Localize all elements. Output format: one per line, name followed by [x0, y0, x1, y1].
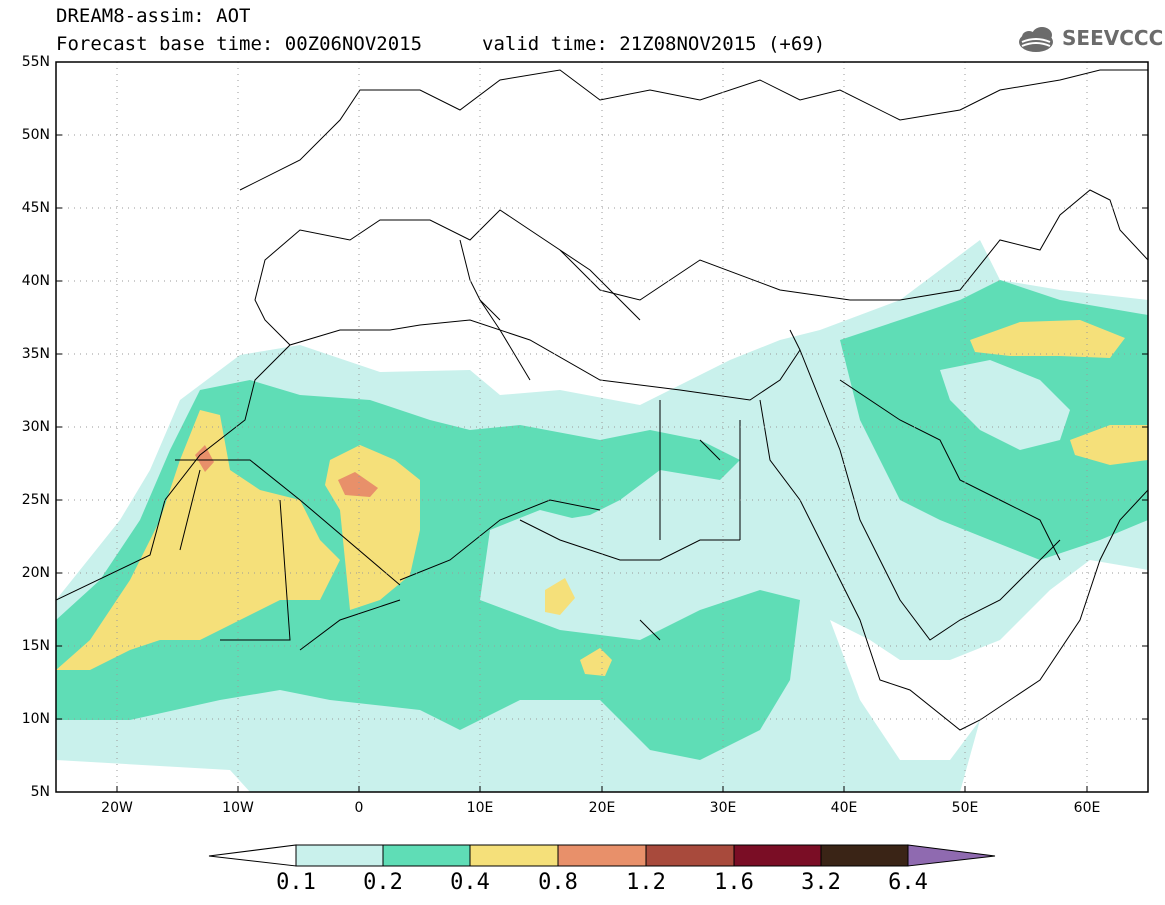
colorbar-label-3.2: 3.2 — [801, 870, 841, 895]
lat-label-50n: 50N — [21, 127, 50, 143]
lat-label-15n: 15N — [21, 638, 50, 654]
lon-label-10w: 10W — [222, 800, 254, 816]
aot-band-0.8 — [338, 472, 378, 497]
colorbar-label-1.2: 1.2 — [626, 870, 666, 895]
aot-band-0.4 — [56, 410, 340, 670]
cloud-logo-icon — [1019, 27, 1053, 52]
valid-time: valid time: 21Z08NOV2015 (+69) — [482, 33, 826, 55]
colorbar-label-0.1: 0.1 — [276, 870, 316, 895]
colorbar-swatch-1 — [295, 844, 384, 867]
colorbar-swatch-6 — [733, 844, 822, 867]
lat-label-55n: 55N — [21, 54, 50, 70]
colorbar-swatch-7 — [820, 844, 909, 867]
lat-label-45n: 45N — [21, 200, 50, 216]
colorbar-swatch-3 — [469, 844, 559, 867]
forecast-base-time: Forecast base time: 00Z06NOV2015 — [56, 33, 423, 55]
lat-label-20n: 20N — [21, 565, 50, 581]
logo-text: SEEVCCC — [1062, 26, 1164, 50]
colorbar-swatch-4 — [557, 844, 647, 867]
lon-label-20e: 20E — [588, 800, 616, 816]
lat-label-10n: 10N — [21, 711, 50, 727]
lon-label-50e: 50E — [951, 800, 979, 816]
lon-label-30e: 30E — [709, 800, 737, 816]
lat-label-40n: 40N — [21, 273, 50, 289]
colorbar-label-0.8: 0.8 — [538, 870, 578, 895]
lon-label-20w: 20W — [101, 800, 133, 816]
colorbar-label-1.6: 1.6 — [714, 870, 754, 895]
colorbar — [208, 844, 996, 867]
colorbar-over-arrow — [907, 844, 996, 867]
lat-label-25n: 25N — [21, 492, 50, 508]
colorbar-label-0.4: 0.4 — [450, 870, 490, 895]
lat-label-35n: 35N — [21, 346, 50, 362]
lon-label-40e: 40E — [830, 800, 858, 816]
graticule — [56, 62, 1148, 792]
lat-label-30n: 30N — [21, 419, 50, 435]
colorbar-under-arrow — [208, 844, 297, 867]
lon-label-0: 0 — [354, 800, 364, 816]
aot-band-0.2 — [56, 380, 800, 760]
lon-label-60e: 60E — [1073, 800, 1101, 816]
colorbar-swatch-5 — [645, 844, 735, 867]
lat-label-5n: 5N — [30, 784, 50, 800]
lon-label-10e: 10E — [466, 800, 494, 816]
aot-field — [56, 240, 1148, 792]
axis-ticks — [56, 61, 1148, 792]
colorbar-label-0.2: 0.2 — [363, 870, 403, 895]
map-title: DREAM8-assim: AOT — [56, 5, 251, 27]
colorbar-label-6.4: 6.4 — [888, 870, 928, 895]
colorbar-swatch-2 — [382, 844, 471, 867]
